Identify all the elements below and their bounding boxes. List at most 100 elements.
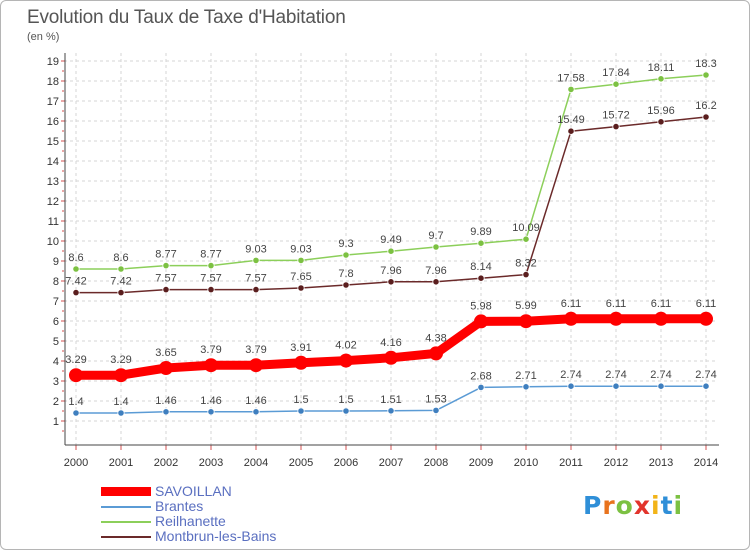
data-point-reilhanette xyxy=(567,85,575,94)
data-label-reilhanette: 9.03 xyxy=(245,243,266,255)
data-point-reilhanette xyxy=(477,239,485,247)
data-label-savoillan: 5.98 xyxy=(470,300,491,312)
proxiti-logo: Proxiti xyxy=(583,491,683,520)
y-tick-label: 18 xyxy=(47,76,59,88)
data-point-savoillan xyxy=(654,311,668,326)
data-label-montbrun-les-bains: 8.14 xyxy=(470,261,491,273)
data-point-reilhanette xyxy=(117,265,125,273)
data-label-brantes: 1.4 xyxy=(113,396,128,408)
data-label-savoillan: 4.16 xyxy=(380,337,401,349)
data-label-reilhanette: 18.3 xyxy=(695,58,716,70)
data-point-savoillan xyxy=(294,355,308,370)
data-point-brantes xyxy=(432,406,440,414)
data-label-reilhanette: 8.77 xyxy=(155,249,176,261)
chart-subtitle: (en %) xyxy=(27,31,60,43)
data-label-reilhanette: 9.7 xyxy=(428,230,443,242)
y-tick-label: 17 xyxy=(47,96,59,108)
data-label-brantes: 2.71 xyxy=(515,370,536,382)
data-label-savoillan: 5.99 xyxy=(515,300,536,312)
legend-swatch-reilhanette xyxy=(101,521,151,523)
legend-item-montbrun: Montbrun-les-Bains xyxy=(101,529,361,544)
data-label-brantes: 1.46 xyxy=(155,395,176,407)
data-point-brantes xyxy=(477,383,485,391)
data-point-montbrun-les-bains xyxy=(702,113,710,121)
data-label-savoillan: 3.91 xyxy=(290,342,311,354)
data-label-savoillan: 6.11 xyxy=(696,298,717,310)
data-label-montbrun-les-bains: 8.32 xyxy=(515,258,536,270)
legend-swatch-savoillan xyxy=(101,487,151,496)
legend-item-savoillan: SAVOILLAN xyxy=(101,484,361,499)
x-tick-label: 2002 xyxy=(154,457,178,469)
data-label-savoillan: 3.79 xyxy=(200,344,221,356)
data-point-montbrun-les-bains xyxy=(657,118,665,126)
data-point-brantes xyxy=(612,382,620,390)
data-point-brantes xyxy=(387,407,395,415)
data-label-brantes: 1.46 xyxy=(245,395,266,407)
x-tick-label: 2008 xyxy=(424,457,448,469)
legend-swatch-brantes xyxy=(101,506,151,508)
data-label-montbrun-les-bains: 7.8 xyxy=(338,268,353,280)
data-label-brantes: 2.74 xyxy=(605,369,626,381)
legend-swatch-montbrun xyxy=(101,536,151,538)
data-label-montbrun-les-bains: 15.49 xyxy=(557,114,585,126)
data-label-reilhanette: 9.3 xyxy=(338,238,353,250)
logo-letter: i xyxy=(673,491,684,520)
x-tick-label: 2014 xyxy=(694,457,718,469)
data-label-reilhanette: 8.6 xyxy=(113,252,128,264)
data-label-savoillan: 4.02 xyxy=(335,340,356,352)
data-label-montbrun-les-bains: 7.96 xyxy=(380,265,401,277)
data-point-savoillan xyxy=(519,314,533,329)
logo-letter: P xyxy=(583,491,603,520)
y-tick-label: 13 xyxy=(47,176,59,188)
data-point-reilhanette xyxy=(162,261,170,270)
data-label-savoillan: 4.38 xyxy=(425,332,446,344)
data-label-savoillan: 6.11 xyxy=(606,298,627,310)
y-tick-label: 16 xyxy=(47,116,59,128)
logo-letter: i xyxy=(651,491,661,520)
data-point-reilhanette xyxy=(702,71,710,79)
y-tick-label: 2 xyxy=(53,396,59,408)
data-point-savoillan xyxy=(204,358,218,373)
legend-label-savoillan: SAVOILLAN xyxy=(155,483,232,499)
y-tick-label: 1 xyxy=(53,416,59,428)
data-point-savoillan xyxy=(564,311,578,326)
chart-title: Evolution du Taux de Taxe d'Habitation xyxy=(27,7,346,28)
data-label-brantes: 1.4 xyxy=(68,396,83,408)
data-point-reilhanette xyxy=(612,80,620,88)
logo-letter: r xyxy=(602,491,616,520)
data-point-montbrun-les-bains xyxy=(432,278,440,286)
data-point-montbrun-les-bains xyxy=(567,127,575,135)
logo-letter: o xyxy=(615,491,634,520)
x-tick-label: 2004 xyxy=(244,457,268,469)
y-tick-label: 9 xyxy=(53,256,59,268)
data-point-montbrun-les-bains xyxy=(522,270,530,279)
data-point-montbrun-les-bains xyxy=(207,285,215,294)
data-point-savoillan xyxy=(429,346,443,361)
data-point-savoillan xyxy=(339,353,353,368)
data-label-brantes: 2.68 xyxy=(470,370,491,382)
data-label-brantes: 1.5 xyxy=(338,394,353,406)
data-label-savoillan: 3.65 xyxy=(155,347,176,359)
data-point-savoillan xyxy=(249,358,263,373)
data-point-montbrun-les-bains xyxy=(387,278,395,286)
legend-item-brantes: Brantes xyxy=(101,499,361,514)
y-tick-label: 11 xyxy=(48,216,59,228)
data-point-montbrun-les-bains xyxy=(117,288,125,297)
data-label-savoillan: 6.11 xyxy=(651,298,672,310)
x-tick-label: 2001 xyxy=(109,457,133,469)
data-point-reilhanette xyxy=(342,251,350,259)
data-label-montbrun-les-bains: 7.42 xyxy=(65,276,86,288)
y-tick-label: 19 xyxy=(47,56,59,68)
data-label-savoillan: 3.29 xyxy=(110,354,131,366)
legend-label-montbrun: Montbrun-les-Bains xyxy=(155,528,277,544)
data-label-montbrun-les-bains: 7.57 xyxy=(155,273,176,285)
logo-letter: x xyxy=(633,491,651,520)
y-tick-label: 5 xyxy=(53,336,59,348)
x-tick-label: 2000 xyxy=(64,457,88,469)
x-tick-label: 2007 xyxy=(379,457,403,469)
data-point-montbrun-les-bains xyxy=(72,288,80,297)
y-tick-label: 7 xyxy=(53,296,59,308)
data-point-brantes xyxy=(342,407,350,415)
data-point-savoillan xyxy=(69,368,83,383)
